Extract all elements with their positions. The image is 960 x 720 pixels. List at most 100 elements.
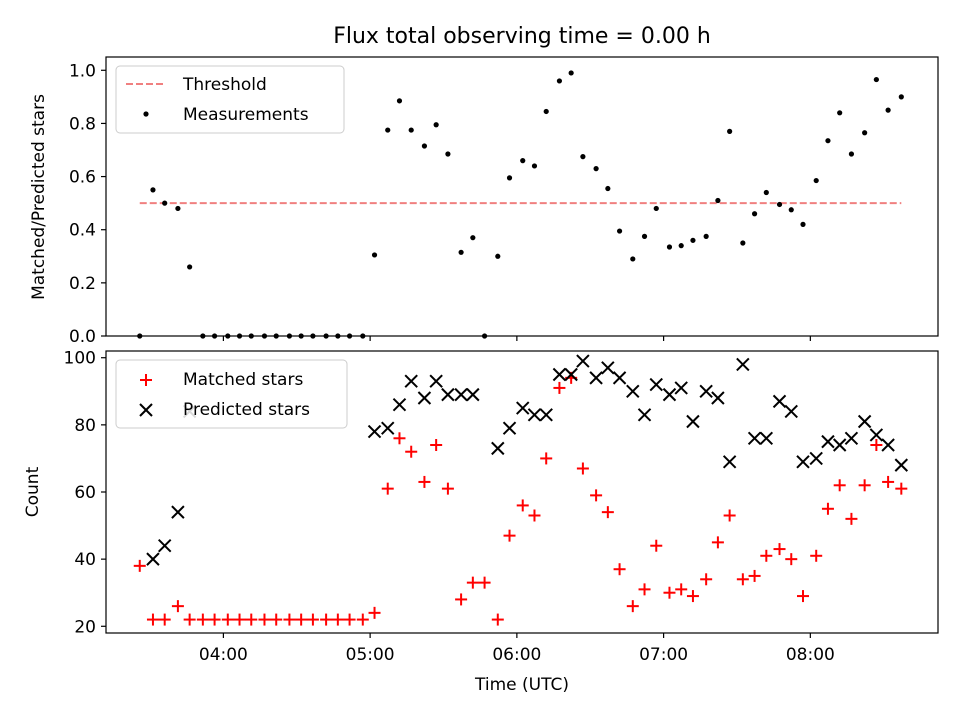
measurements-point: [703, 233, 709, 239]
x-tick-label: 06:00: [492, 645, 541, 665]
measurements-legend-label: Measurements: [183, 105, 309, 125]
matched-stars-point: [478, 576, 491, 589]
x-tick-label: 05:00: [346, 645, 395, 665]
matched-stars-point: [516, 499, 529, 512]
matched-stars-point: [295, 613, 308, 626]
predicted-stars-point: [516, 401, 530, 415]
predicted-stars-point: [844, 431, 859, 445]
matched-stars-point: [711, 536, 724, 549]
measurements-point: [763, 189, 769, 196]
matched-stars-point: [797, 590, 810, 603]
measurements-point: [873, 76, 879, 83]
ratio-y-ticks: 0.0 0.2 0.4 0.6 0.8 1.0: [69, 61, 106, 347]
count-y-tick-label: 80: [74, 416, 96, 436]
predicted-stars-point: [612, 371, 627, 385]
matched-stars-point: [821, 502, 834, 515]
x-axis-label: Time (UTC): [474, 675, 569, 695]
matched-stars-point: [245, 613, 258, 626]
matched-stars-point: [675, 583, 688, 596]
matched-stars-point: [663, 586, 676, 599]
measurements-point: [408, 127, 414, 133]
predicted-stars-point: [809, 451, 823, 466]
matched-stars-point: [208, 613, 221, 626]
measurements-point: [531, 163, 538, 169]
predicted-stars-point: [417, 391, 432, 405]
matched-stars-point: [810, 549, 823, 562]
matched-stars-point: [833, 479, 846, 492]
matched-stars-point: [748, 569, 761, 582]
matched-stars-point: [785, 553, 798, 566]
predicted-stars-point: [381, 421, 395, 435]
ratio-panel: 0.0 0.2 0.4 0.6 0.8 1.0 Matched/Predicted sta…: [29, 56, 939, 347]
measurements-point: [421, 143, 428, 149]
matched-stars-point: [601, 506, 614, 519]
count-legend: Matched stars Predicted stars: [115, 359, 348, 429]
matched-stars-point: [638, 583, 651, 596]
ratio-y-tick-label: 0.6: [69, 168, 96, 188]
x-tick-label: 08:00: [786, 645, 835, 665]
matched-stars-point: [171, 600, 184, 613]
matched-stars-point: [576, 462, 589, 475]
count-panel: 20 40 60 80 100 04:00 05:00 06:00 07:00 08:00 Co…: [23, 349, 939, 695]
count-y-tick-label: 60: [74, 483, 96, 503]
measurements-point: [740, 240, 746, 246]
measurements-point: [666, 244, 673, 250]
measurements-point: [751, 211, 758, 217]
measurements-point: [715, 197, 721, 204]
measurements-point: [776, 201, 783, 208]
matched-stars-point: [626, 600, 639, 613]
ratio-x-ticks: [222, 336, 811, 341]
count-x-ticks: 04:00 05:00 06:00 07:00 08:00: [199, 633, 835, 665]
predicted-stars-point: [869, 428, 884, 442]
measurements-point: [630, 256, 636, 262]
predicted-stars-point: [441, 387, 455, 402]
predicted-stars-point: [821, 434, 835, 449]
matched-stars-point: [133, 559, 146, 572]
matched-stars-point: [283, 613, 296, 626]
measurements-point: [862, 130, 868, 136]
matched-stars-point: [306, 613, 319, 626]
predicted-stars-point: [589, 371, 603, 385]
predicted-stars-point: [539, 408, 553, 422]
matched-stars-point: [158, 613, 171, 626]
measurements-legend-swatch: [143, 111, 149, 117]
predicted-stars-point: [662, 387, 677, 402]
measurements-point: [568, 70, 574, 76]
matched-legend-label: Matched stars: [183, 370, 303, 390]
predicted-stars-point: [857, 414, 872, 429]
matched-stars-point: [540, 452, 553, 465]
matched-stars-point: [858, 479, 871, 492]
measurements-point: [445, 151, 451, 157]
predicted-stars-point: [552, 367, 567, 382]
predicted-stars-point: [491, 441, 505, 456]
ratio-y-tick-label: 0.8: [69, 114, 96, 134]
predicted-stars-point: [404, 374, 418, 388]
matched-stars-point: [331, 613, 344, 626]
measurements-point: [885, 107, 891, 113]
predicted-stars-point: [686, 414, 700, 429]
matched-stars-point: [146, 613, 159, 626]
predicted-stars-point: [722, 455, 737, 469]
ratio-legend: Threshold Measurements: [115, 65, 345, 134]
predicted-stars-point: [392, 398, 407, 412]
measurements-point: [520, 158, 526, 164]
predicted-stars-point: [502, 421, 517, 435]
matched-stars-point: [405, 445, 418, 458]
x-tick-label: 04:00: [199, 645, 248, 665]
matched-stars-point: [393, 432, 406, 445]
predicted-stars-point: [711, 391, 725, 405]
chart-title: Flux total observing time = 0.00 h: [333, 24, 711, 49]
matched-stars-point: [221, 613, 234, 626]
matched-stars-point: [418, 475, 431, 488]
measurements-point: [543, 108, 549, 115]
measurements-point: [162, 200, 168, 206]
ratio-y-tick-label: 0.2: [69, 274, 96, 294]
measurements-point: [580, 154, 586, 160]
measurements-point: [433, 122, 439, 128]
matched-stars-point: [196, 613, 209, 626]
predicted-stars-point: [736, 357, 750, 372]
matched-stars-point: [258, 613, 271, 626]
matched-stars-point: [882, 475, 895, 488]
matched-stars-point: [356, 613, 369, 626]
